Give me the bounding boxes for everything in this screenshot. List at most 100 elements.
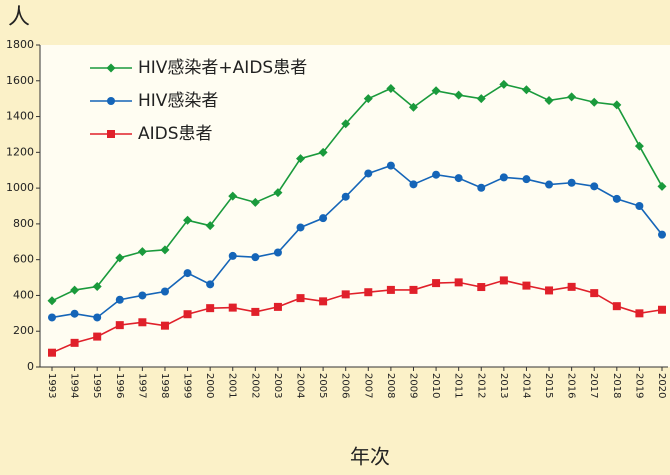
point — [341, 290, 350, 299]
point — [657, 181, 667, 191]
point — [364, 288, 373, 297]
point — [319, 297, 328, 306]
point — [47, 296, 57, 306]
point — [206, 304, 215, 313]
point — [228, 251, 237, 260]
point — [206, 280, 215, 289]
point — [318, 147, 328, 157]
x-tick-label: 2009 — [407, 373, 418, 398]
legend-label: HIV感染者 — [138, 91, 218, 111]
point — [228, 191, 238, 201]
point — [115, 321, 124, 330]
x-tick-label: 2019 — [633, 373, 644, 398]
y-tick-label: 1200 — [6, 145, 34, 158]
y-tick-label: 1400 — [6, 110, 34, 123]
point — [138, 291, 147, 300]
point — [115, 253, 125, 263]
point — [273, 248, 282, 257]
point — [364, 169, 373, 178]
point — [48, 348, 56, 357]
point — [70, 309, 79, 318]
x-tick-label: 1997 — [136, 373, 147, 398]
y-tick-label: 600 — [13, 253, 34, 266]
x-tick-label: 2000 — [204, 373, 215, 398]
x-tick-label: 2008 — [385, 373, 396, 398]
point — [658, 230, 666, 239]
point — [341, 192, 350, 201]
point — [48, 313, 56, 322]
point — [634, 141, 644, 151]
point — [454, 90, 464, 100]
point — [431, 86, 441, 96]
legend-label: HIV感染者+AIDS患者 — [138, 58, 307, 78]
point — [70, 285, 80, 295]
point — [183, 310, 192, 319]
point — [138, 318, 147, 327]
point — [160, 245, 170, 255]
x-tick-label: 2015 — [543, 373, 554, 398]
x-tick-label: 2003 — [272, 373, 283, 398]
point — [477, 283, 486, 292]
point — [296, 223, 305, 232]
point — [160, 321, 169, 330]
y-tick-label: 1800 — [6, 38, 34, 51]
point — [567, 92, 577, 102]
y-tick-label: 800 — [13, 217, 34, 230]
point — [409, 180, 418, 189]
point — [477, 183, 486, 192]
point — [296, 154, 306, 164]
y-tick-label: 0 — [27, 360, 34, 373]
point — [341, 119, 351, 129]
x-axis-label: 年次 — [350, 445, 390, 469]
point — [454, 278, 463, 287]
point — [183, 269, 192, 278]
y-tick-label: 400 — [13, 288, 34, 301]
point — [409, 285, 418, 294]
point — [273, 302, 282, 311]
point — [296, 294, 305, 303]
point — [522, 175, 531, 184]
x-tick-label: 1999 — [182, 373, 193, 398]
legend-label: AIDS患者 — [138, 124, 213, 144]
point — [93, 313, 102, 322]
point — [251, 307, 260, 316]
point — [522, 281, 531, 290]
point — [590, 289, 599, 298]
point — [476, 94, 486, 104]
x-tick-label: 1998 — [159, 373, 170, 398]
point — [160, 287, 169, 296]
line — [51, 279, 663, 354]
x-tick-label: 2007 — [362, 373, 373, 398]
y-tick-label: 1000 — [6, 181, 34, 194]
point — [590, 182, 599, 191]
point — [251, 253, 260, 262]
x-tick-label: 2013 — [498, 373, 509, 398]
y-tick-label: 1600 — [6, 74, 34, 87]
x-tick-label: 2012 — [475, 373, 486, 398]
point — [386, 161, 395, 170]
x-tick-label: 2001 — [227, 373, 238, 398]
point — [658, 305, 666, 314]
x-tick-label: 2020 — [656, 373, 667, 398]
point — [115, 295, 124, 304]
point — [107, 97, 115, 105]
point — [228, 303, 237, 312]
x-tick-label: 2014 — [520, 373, 531, 398]
point — [137, 247, 147, 257]
point — [93, 332, 102, 341]
point — [386, 83, 396, 93]
point — [106, 63, 116, 73]
point — [183, 215, 193, 225]
x-tick-label: 1995 — [91, 373, 102, 398]
x-tick-label: 2011 — [453, 373, 464, 398]
point — [499, 173, 508, 182]
point — [499, 79, 509, 89]
plot-area — [40, 45, 670, 367]
x-tick-label: 1993 — [46, 373, 57, 398]
line — [51, 83, 663, 302]
point — [612, 100, 622, 110]
point — [92, 282, 102, 291]
x-tick-label: 2018 — [611, 373, 622, 398]
point — [545, 286, 554, 295]
point — [408, 102, 418, 112]
